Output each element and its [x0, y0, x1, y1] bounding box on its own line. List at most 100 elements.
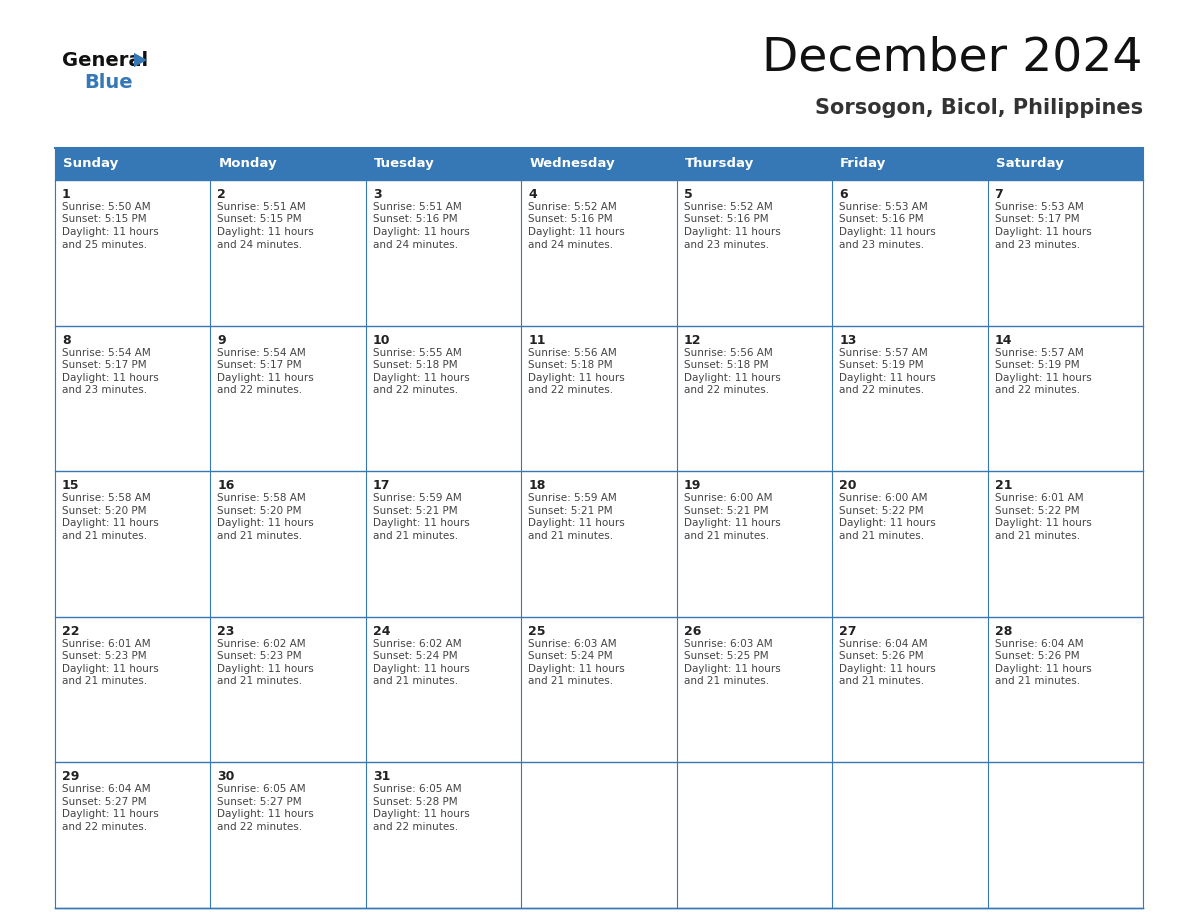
Text: and 21 minutes.: and 21 minutes.: [994, 677, 1080, 687]
Text: Sunset: 5:20 PM: Sunset: 5:20 PM: [62, 506, 146, 516]
Text: Sunrise: 5:52 AM: Sunrise: 5:52 AM: [684, 202, 772, 212]
Bar: [987, 148, 1143, 180]
Text: Sunset: 5:27 PM: Sunset: 5:27 PM: [62, 797, 146, 807]
Text: Daylight: 11 hours: Daylight: 11 hours: [373, 664, 469, 674]
Text: Sunset: 5:18 PM: Sunset: 5:18 PM: [529, 360, 613, 370]
Text: Sunrise: 5:57 AM: Sunrise: 5:57 AM: [839, 348, 928, 358]
Text: 14: 14: [994, 333, 1012, 347]
Text: Sunrise: 5:51 AM: Sunrise: 5:51 AM: [217, 202, 307, 212]
Text: Sunset: 5:28 PM: Sunset: 5:28 PM: [373, 797, 457, 807]
Bar: [55, 326, 1143, 471]
Text: Sunset: 5:16 PM: Sunset: 5:16 PM: [373, 215, 457, 225]
Text: Sunset: 5:26 PM: Sunset: 5:26 PM: [839, 651, 924, 661]
Text: 28: 28: [994, 625, 1012, 638]
Text: Sunset: 5:19 PM: Sunset: 5:19 PM: [839, 360, 924, 370]
Bar: [55, 763, 1143, 908]
Text: 20: 20: [839, 479, 857, 492]
Text: Sunset: 5:24 PM: Sunset: 5:24 PM: [529, 651, 613, 661]
Text: Sunrise: 6:02 AM: Sunrise: 6:02 AM: [217, 639, 307, 649]
Text: Daylight: 11 hours: Daylight: 11 hours: [529, 664, 625, 674]
Text: and 23 minutes.: and 23 minutes.: [994, 240, 1080, 250]
Text: Daylight: 11 hours: Daylight: 11 hours: [373, 373, 469, 383]
Bar: [55, 617, 1143, 763]
Polygon shape: [134, 53, 147, 67]
Text: Monday: Monday: [219, 158, 277, 171]
Bar: [55, 180, 1143, 326]
Text: and 23 minutes.: and 23 minutes.: [684, 240, 769, 250]
Text: Sunset: 5:22 PM: Sunset: 5:22 PM: [839, 506, 924, 516]
Text: Sunrise: 6:04 AM: Sunrise: 6:04 AM: [62, 784, 151, 794]
Text: and 21 minutes.: and 21 minutes.: [62, 531, 147, 541]
Bar: [210, 148, 366, 180]
Text: Sunrise: 6:05 AM: Sunrise: 6:05 AM: [217, 784, 307, 794]
Text: and 22 minutes.: and 22 minutes.: [217, 822, 303, 832]
Text: Sunset: 5:15 PM: Sunset: 5:15 PM: [217, 215, 302, 225]
Text: 25: 25: [529, 625, 545, 638]
Text: Sunrise: 5:53 AM: Sunrise: 5:53 AM: [839, 202, 928, 212]
Text: Sunset: 5:23 PM: Sunset: 5:23 PM: [62, 651, 146, 661]
Bar: [677, 148, 832, 180]
Text: Sunrise: 6:05 AM: Sunrise: 6:05 AM: [373, 784, 461, 794]
Text: Sunset: 5:23 PM: Sunset: 5:23 PM: [217, 651, 302, 661]
Text: and 22 minutes.: and 22 minutes.: [373, 385, 459, 395]
Text: and 21 minutes.: and 21 minutes.: [684, 531, 769, 541]
Text: 8: 8: [62, 333, 70, 347]
Text: 3: 3: [373, 188, 381, 201]
Text: 7: 7: [994, 188, 1004, 201]
Text: Sunrise: 6:01 AM: Sunrise: 6:01 AM: [994, 493, 1083, 503]
Text: Sunset: 5:16 PM: Sunset: 5:16 PM: [529, 215, 613, 225]
Text: 9: 9: [217, 333, 226, 347]
Text: and 24 minutes.: and 24 minutes.: [529, 240, 613, 250]
Text: Daylight: 11 hours: Daylight: 11 hours: [684, 373, 781, 383]
Text: Sunrise: 5:50 AM: Sunrise: 5:50 AM: [62, 202, 151, 212]
Text: Thursday: Thursday: [684, 158, 754, 171]
Text: 19: 19: [684, 479, 701, 492]
Text: Daylight: 11 hours: Daylight: 11 hours: [839, 664, 936, 674]
Text: and 22 minutes.: and 22 minutes.: [373, 822, 459, 832]
Text: Daylight: 11 hours: Daylight: 11 hours: [62, 664, 159, 674]
Text: Daylight: 11 hours: Daylight: 11 hours: [529, 227, 625, 237]
Text: Sunrise: 5:59 AM: Sunrise: 5:59 AM: [373, 493, 462, 503]
Text: Daylight: 11 hours: Daylight: 11 hours: [994, 518, 1092, 528]
Text: Sunset: 5:22 PM: Sunset: 5:22 PM: [994, 506, 1079, 516]
Text: and 22 minutes.: and 22 minutes.: [62, 822, 147, 832]
Text: and 21 minutes.: and 21 minutes.: [373, 677, 459, 687]
Text: Daylight: 11 hours: Daylight: 11 hours: [217, 227, 314, 237]
Text: and 24 minutes.: and 24 minutes.: [217, 240, 303, 250]
Text: and 21 minutes.: and 21 minutes.: [62, 677, 147, 687]
Text: Daylight: 11 hours: Daylight: 11 hours: [217, 373, 314, 383]
Text: Wednesday: Wednesday: [530, 158, 615, 171]
Text: Sunrise: 5:51 AM: Sunrise: 5:51 AM: [373, 202, 462, 212]
Text: 18: 18: [529, 479, 545, 492]
Bar: [832, 148, 987, 180]
Text: Daylight: 11 hours: Daylight: 11 hours: [62, 518, 159, 528]
Text: 24: 24: [373, 625, 391, 638]
Text: Daylight: 11 hours: Daylight: 11 hours: [529, 518, 625, 528]
Text: Sunday: Sunday: [63, 158, 119, 171]
Bar: [366, 148, 522, 180]
Text: Daylight: 11 hours: Daylight: 11 hours: [62, 227, 159, 237]
Text: 15: 15: [62, 479, 80, 492]
Text: and 25 minutes.: and 25 minutes.: [62, 240, 147, 250]
Text: Sunrise: 6:00 AM: Sunrise: 6:00 AM: [684, 493, 772, 503]
Bar: [522, 148, 677, 180]
Text: and 21 minutes.: and 21 minutes.: [839, 531, 924, 541]
Text: Sunset: 5:15 PM: Sunset: 5:15 PM: [62, 215, 146, 225]
Text: and 21 minutes.: and 21 minutes.: [217, 531, 303, 541]
Text: General: General: [62, 50, 148, 70]
Text: Sunset: 5:26 PM: Sunset: 5:26 PM: [994, 651, 1079, 661]
Text: 16: 16: [217, 479, 235, 492]
Text: Sunset: 5:21 PM: Sunset: 5:21 PM: [684, 506, 769, 516]
Text: Sunset: 5:25 PM: Sunset: 5:25 PM: [684, 651, 769, 661]
Text: 22: 22: [62, 625, 80, 638]
Text: and 23 minutes.: and 23 minutes.: [62, 385, 147, 395]
Text: Sunset: 5:17 PM: Sunset: 5:17 PM: [62, 360, 146, 370]
Text: Sunrise: 5:55 AM: Sunrise: 5:55 AM: [373, 348, 462, 358]
Text: and 22 minutes.: and 22 minutes.: [684, 385, 769, 395]
Text: Sunrise: 5:58 AM: Sunrise: 5:58 AM: [217, 493, 307, 503]
Text: 17: 17: [373, 479, 391, 492]
Text: 27: 27: [839, 625, 857, 638]
Text: December 2024: December 2024: [763, 36, 1143, 81]
Text: 2: 2: [217, 188, 226, 201]
Text: 4: 4: [529, 188, 537, 201]
